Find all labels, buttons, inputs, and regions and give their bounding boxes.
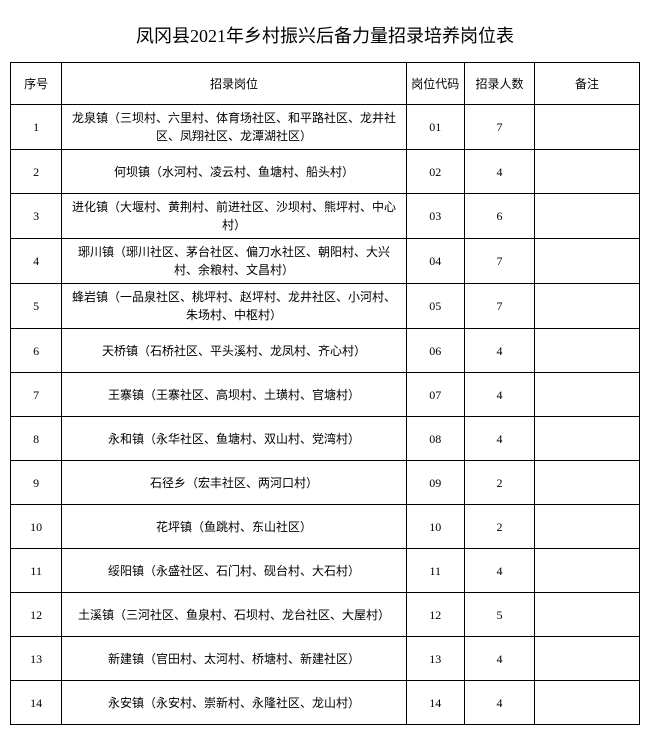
cell-code: 14 xyxy=(406,681,464,725)
cell-position: 龙泉镇（三坝村、六里村、体育场社区、和平路社区、龙井社区、凤翔社区、龙潭湖社区） xyxy=(62,105,406,150)
cell-note xyxy=(534,417,639,461)
page-title: 凤冈县2021年乡村振兴后备力量招录培养岗位表 xyxy=(10,10,640,62)
cell-note xyxy=(534,549,639,593)
cell-seq: 14 xyxy=(11,681,62,725)
cell-code: 03 xyxy=(406,194,464,239)
table-row: 7王寨镇（王寨社区、高坝村、土璜村、官塘村）074 xyxy=(11,373,640,417)
cell-code: 13 xyxy=(406,637,464,681)
cell-note xyxy=(534,150,639,194)
cell-seq: 10 xyxy=(11,505,62,549)
cell-count: 4 xyxy=(464,329,534,373)
table-row: 10花坪镇（鱼跳村、东山社区）102 xyxy=(11,505,640,549)
cell-position: 王寨镇（王寨社区、高坝村、土璜村、官塘村） xyxy=(62,373,406,417)
cell-count: 4 xyxy=(464,681,534,725)
cell-position: 新建镇（官田村、太河村、桥塘村、新建社区） xyxy=(62,637,406,681)
cell-code: 01 xyxy=(406,105,464,150)
table-row: 14永安镇（永安村、崇新村、永隆社区、龙山村）144 xyxy=(11,681,640,725)
col-header-code: 岗位代码 xyxy=(406,63,464,105)
cell-note xyxy=(534,505,639,549)
cell-code: 07 xyxy=(406,373,464,417)
cell-seq: 1 xyxy=(11,105,62,150)
cell-code: 09 xyxy=(406,461,464,505)
cell-code: 06 xyxy=(406,329,464,373)
cell-code: 05 xyxy=(406,284,464,329)
cell-code: 10 xyxy=(406,505,464,549)
cell-position: 永和镇（永华社区、鱼塘村、双山村、党湾村） xyxy=(62,417,406,461)
cell-seq: 4 xyxy=(11,239,62,284)
cell-seq: 6 xyxy=(11,329,62,373)
cell-note xyxy=(534,681,639,725)
col-header-position: 招录岗位 xyxy=(62,63,406,105)
table-row: 1龙泉镇（三坝村、六里村、体育场社区、和平路社区、龙井社区、凤翔社区、龙潭湖社区… xyxy=(11,105,640,150)
table-row: 8永和镇（永华社区、鱼塘村、双山村、党湾村）084 xyxy=(11,417,640,461)
cell-count: 4 xyxy=(464,150,534,194)
cell-position: 花坪镇（鱼跳村、东山社区） xyxy=(62,505,406,549)
cell-seq: 12 xyxy=(11,593,62,637)
col-header-count: 招录人数 xyxy=(464,63,534,105)
cell-code: 11 xyxy=(406,549,464,593)
table-row: 11绥阳镇（永盛社区、石门村、砚台村、大石村）114 xyxy=(11,549,640,593)
cell-count: 6 xyxy=(464,194,534,239)
cell-seq: 2 xyxy=(11,150,62,194)
cell-note xyxy=(534,239,639,284)
cell-code: 12 xyxy=(406,593,464,637)
cell-position: 天桥镇（石桥社区、平头溪村、龙凤村、齐心村） xyxy=(62,329,406,373)
cell-seq: 8 xyxy=(11,417,62,461)
cell-count: 4 xyxy=(464,549,534,593)
cell-position: 何坝镇（水河村、凌云村、鱼塘村、船头村） xyxy=(62,150,406,194)
cell-count: 7 xyxy=(464,105,534,150)
cell-position: 蜂岩镇（一品泉社区、桃坪村、赵坪村、龙井社区、小河村、朱场村、中枢村） xyxy=(62,284,406,329)
cell-count: 4 xyxy=(464,373,534,417)
cell-count: 4 xyxy=(464,637,534,681)
cell-count: 2 xyxy=(464,505,534,549)
cell-seq: 3 xyxy=(11,194,62,239)
cell-position: 绥阳镇（永盛社区、石门村、砚台村、大石村） xyxy=(62,549,406,593)
table-header-row: 序号 招录岗位 岗位代码 招录人数 备注 xyxy=(11,63,640,105)
cell-note xyxy=(534,194,639,239)
cell-seq: 7 xyxy=(11,373,62,417)
table-row: 12土溪镇（三河社区、鱼泉村、石坝村、龙台社区、大屋村）125 xyxy=(11,593,640,637)
col-header-seq: 序号 xyxy=(11,63,62,105)
table-row: 9石径乡（宏丰社区、两河口村）092 xyxy=(11,461,640,505)
cell-note xyxy=(534,284,639,329)
recruitment-table: 序号 招录岗位 岗位代码 招录人数 备注 1龙泉镇（三坝村、六里村、体育场社区、… xyxy=(10,62,640,725)
cell-code: 04 xyxy=(406,239,464,284)
cell-position: 进化镇（大堰村、黄荆村、前进社区、沙坝村、熊坪村、中心村） xyxy=(62,194,406,239)
cell-count: 7 xyxy=(464,239,534,284)
table-row: 4琊川镇（琊川社区、茅台社区、偏刀水社区、朝阳村、大兴村、余粮村、文昌村）047 xyxy=(11,239,640,284)
table-row: 13新建镇（官田村、太河村、桥塘村、新建社区）134 xyxy=(11,637,640,681)
cell-position: 琊川镇（琊川社区、茅台社区、偏刀水社区、朝阳村、大兴村、余粮村、文昌村） xyxy=(62,239,406,284)
cell-count: 2 xyxy=(464,461,534,505)
cell-note xyxy=(534,329,639,373)
cell-count: 7 xyxy=(464,284,534,329)
cell-seq: 5 xyxy=(11,284,62,329)
cell-count: 4 xyxy=(464,417,534,461)
cell-note xyxy=(534,373,639,417)
col-header-note: 备注 xyxy=(534,63,639,105)
cell-note xyxy=(534,461,639,505)
table-row: 3进化镇（大堰村、黄荆村、前进社区、沙坝村、熊坪村、中心村）036 xyxy=(11,194,640,239)
cell-seq: 9 xyxy=(11,461,62,505)
cell-position: 土溪镇（三河社区、鱼泉村、石坝村、龙台社区、大屋村） xyxy=(62,593,406,637)
cell-note xyxy=(534,593,639,637)
cell-seq: 11 xyxy=(11,549,62,593)
table-row: 2何坝镇（水河村、凌云村、鱼塘村、船头村）024 xyxy=(11,150,640,194)
cell-position: 永安镇（永安村、崇新村、永隆社区、龙山村） xyxy=(62,681,406,725)
cell-code: 02 xyxy=(406,150,464,194)
cell-note xyxy=(534,105,639,150)
cell-note xyxy=(534,637,639,681)
table-row: 5蜂岩镇（一品泉社区、桃坪村、赵坪村、龙井社区、小河村、朱场村、中枢村）057 xyxy=(11,284,640,329)
cell-position: 石径乡（宏丰社区、两河口村） xyxy=(62,461,406,505)
table-row: 6天桥镇（石桥社区、平头溪村、龙凤村、齐心村）064 xyxy=(11,329,640,373)
cell-count: 5 xyxy=(464,593,534,637)
cell-seq: 13 xyxy=(11,637,62,681)
cell-code: 08 xyxy=(406,417,464,461)
